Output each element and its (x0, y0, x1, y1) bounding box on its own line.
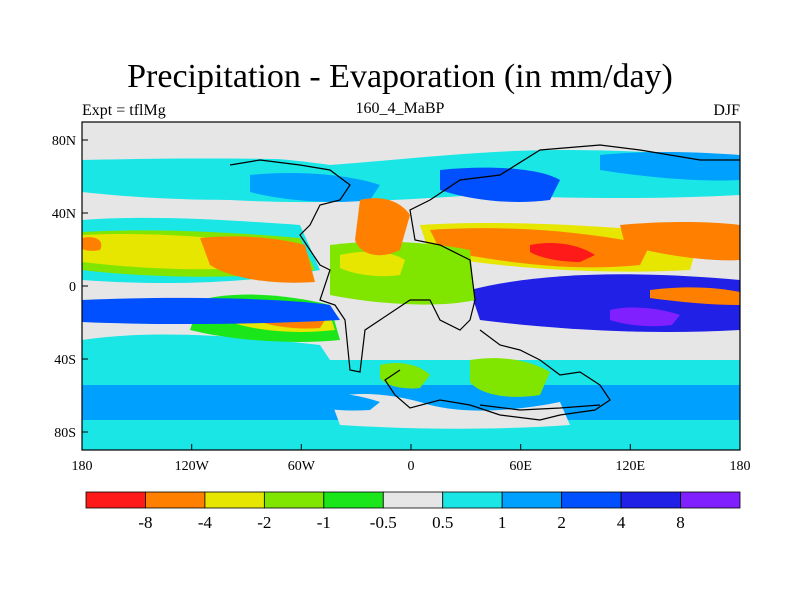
colorbar: -8 -4 -2 -1 -0.5 0.5 1 2 4 8 (85, 491, 741, 532)
colorbar-box (442, 491, 503, 509)
map-field (82, 122, 740, 450)
south-land-green-2 (380, 363, 430, 389)
lat-label-80s: 80S (54, 426, 76, 441)
lon-label-60e: 60E (509, 459, 532, 474)
colorbar-label: -8 (138, 513, 152, 532)
colorbar-box (501, 491, 563, 509)
season-label: DJF (713, 102, 740, 119)
east-asia-blue (600, 151, 740, 181)
colorbar-label: 0.5 (432, 513, 453, 532)
colorbar-label: -1 (317, 513, 331, 532)
colorbar-label: -0.5 (370, 513, 397, 532)
north-atlantic-blue (250, 173, 380, 203)
lat-label-80n: 80N (52, 134, 76, 149)
south-atlantic-blue (300, 392, 380, 411)
antarctic-coastline (479, 404, 601, 411)
central-land-yellow (340, 251, 405, 277)
colorbar-box (382, 491, 444, 509)
lon-label-180e: 180 (730, 459, 751, 474)
experiment-label: Expt = tflMg (82, 102, 166, 119)
age-label: 160_4_MaBP (355, 100, 445, 117)
indian-ocean-max (610, 307, 680, 327)
colorbar-label: 1 (498, 513, 507, 532)
arctic-dry (82, 134, 330, 160)
colorbar-box (263, 491, 325, 509)
northern-coastline (229, 144, 740, 373)
south-subtropic-cyan (82, 334, 330, 368)
lat-label-40n: 40N (52, 207, 76, 222)
lat-label-40s: 40S (54, 353, 76, 368)
lon-label-120e: 120E (616, 459, 646, 474)
colorbar-label: 2 (557, 513, 566, 532)
colorbar-box (145, 491, 206, 509)
lon-label-120w: 120W (175, 459, 210, 474)
map-title: Precipitation - Evaporation (in mm/day) (127, 58, 673, 95)
colorbar-box (204, 491, 265, 509)
north-land-orange (355, 198, 410, 256)
colorbar-label: -2 (257, 513, 271, 532)
colorbar-box (680, 491, 741, 509)
lon-label-180w: 180 (72, 459, 93, 474)
equatorial-pacific-blue (82, 297, 340, 325)
antarctic-edge (82, 430, 740, 450)
colorbar-label: 8 (676, 513, 685, 532)
colorbar-label: 4 (617, 513, 626, 532)
east-equatorial-orange (650, 287, 740, 305)
north-high-lat-cyan (82, 150, 740, 203)
colorbar-label: -4 (198, 513, 213, 532)
north-pacific-orange (200, 236, 315, 283)
eurasia-red (530, 243, 595, 262)
antarctica-dry (330, 394, 570, 429)
east-subtropic-orange (620, 221, 740, 261)
southern-coastline (384, 329, 611, 421)
lon-axis: 180 120W 60W 0 60E 120E 180 (72, 444, 751, 474)
lon-label-60w: 60W (288, 459, 316, 474)
colorbar-box (561, 491, 622, 509)
lat-label-0: 0 (69, 280, 76, 295)
lat-axis: 80N 40N 0 40S 80S (52, 134, 88, 441)
asia-north-blue (440, 167, 560, 202)
lon-label-0: 0 (408, 459, 415, 474)
colorbar-box (620, 491, 681, 509)
south-land-green (470, 358, 550, 397)
colorbar-box (323, 491, 384, 509)
colorbar-box (85, 491, 146, 509)
west-pacific-orange (82, 237, 102, 251)
